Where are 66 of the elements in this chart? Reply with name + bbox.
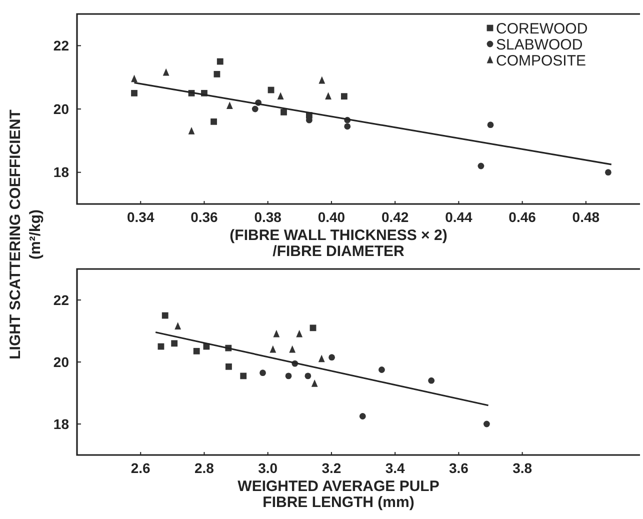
point bbox=[171, 340, 178, 347]
x-tick-label: 0.36 bbox=[190, 209, 218, 225]
point bbox=[487, 122, 494, 128]
x-axis-title: WEIGHTED AVERAGE PULP FIBRE LENGTH (mm) bbox=[238, 478, 440, 511]
x-tick-label: 0.34 bbox=[126, 209, 154, 225]
point bbox=[174, 322, 182, 330]
point bbox=[483, 420, 490, 428]
point bbox=[273, 330, 280, 338]
point bbox=[318, 76, 326, 84]
y-tick-label: 18 bbox=[53, 416, 70, 432]
y-tick-label: 20 bbox=[53, 354, 70, 370]
x-tick-label: 0.46 bbox=[508, 209, 536, 225]
point bbox=[310, 324, 316, 332]
point bbox=[285, 372, 292, 380]
point bbox=[280, 108, 287, 116]
point bbox=[226, 102, 233, 110]
point bbox=[162, 312, 168, 319]
y-axis-title: LIGHT SCATTERING COEFFICIENT (m²/kg) bbox=[7, 110, 44, 360]
point bbox=[478, 162, 484, 170]
point bbox=[270, 345, 276, 353]
y-tick-label: 18 bbox=[53, 164, 70, 180]
point bbox=[340, 93, 348, 100]
y-tick-label: 22 bbox=[53, 38, 70, 54]
point bbox=[277, 92, 284, 100]
point bbox=[252, 106, 258, 112]
x-tick-label: 2.6 bbox=[130, 460, 151, 476]
point bbox=[296, 330, 303, 338]
y-tick-label: 20 bbox=[53, 100, 70, 117]
point bbox=[428, 377, 435, 384]
point bbox=[210, 118, 217, 125]
x-tick-label: 3.6 bbox=[448, 460, 469, 476]
point bbox=[604, 169, 612, 176]
x-tick-label: 3.4 bbox=[385, 460, 406, 476]
point bbox=[162, 68, 170, 76]
point bbox=[311, 380, 318, 387]
legend-label: COREWOOD bbox=[496, 20, 588, 38]
point bbox=[325, 92, 332, 100]
x-tick-label: 0.44 bbox=[445, 209, 473, 225]
point bbox=[193, 348, 200, 354]
point bbox=[131, 74, 138, 82]
x-tick-label: 0.48 bbox=[572, 209, 600, 225]
x-tick-label: 2.8 bbox=[194, 460, 214, 476]
point bbox=[289, 345, 296, 353]
point bbox=[240, 372, 247, 380]
point bbox=[131, 90, 138, 96]
x-tick-label: 3.8 bbox=[512, 460, 532, 476]
x-tick-label: 3.0 bbox=[258, 460, 278, 476]
y-tick-label: 22 bbox=[53, 292, 70, 308]
point bbox=[359, 413, 366, 420]
point bbox=[318, 354, 325, 362]
point bbox=[328, 354, 335, 361]
point bbox=[226, 363, 232, 370]
point bbox=[216, 58, 224, 65]
legend-label: SLABWOOD bbox=[496, 36, 583, 54]
x-tick-label: 0.40 bbox=[318, 209, 346, 225]
point bbox=[188, 126, 195, 134]
x-axis-title: (FIBRE WALL THICKNESS × 2) /FIBRE DIAMETER bbox=[230, 227, 448, 260]
point bbox=[260, 370, 266, 376]
x-tick-label: 0.38 bbox=[254, 209, 282, 225]
legend-label: COMPOSITE bbox=[496, 52, 586, 70]
x-tick-label: 3.2 bbox=[322, 460, 342, 476]
point bbox=[378, 366, 385, 373]
x-tick-label: 0.42 bbox=[381, 209, 409, 225]
point bbox=[304, 372, 312, 380]
point bbox=[214, 70, 220, 78]
point bbox=[344, 123, 351, 130]
